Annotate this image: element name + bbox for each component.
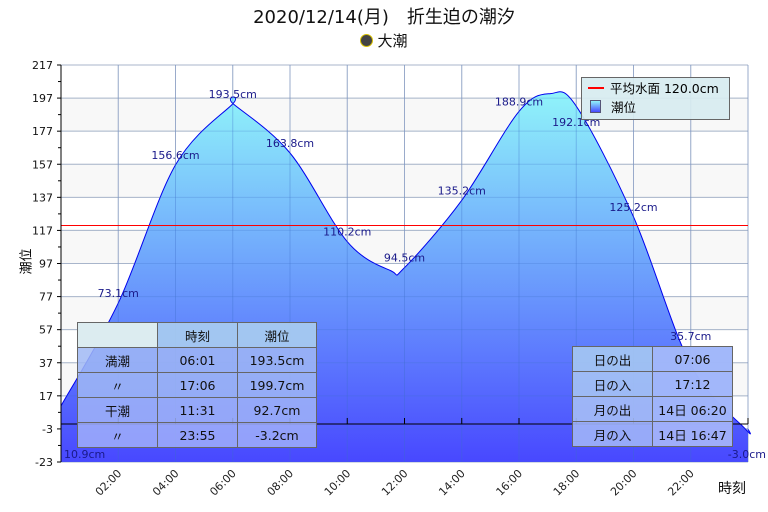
x-tick-label: 06:00 — [207, 467, 239, 499]
y-tick-label: 57 — [39, 324, 53, 337]
x-tick-label: 02:00 — [93, 467, 125, 499]
y-tick-label: 177 — [32, 125, 53, 138]
table-row: 〃 17:06 199.7cm — [77, 372, 317, 398]
moon-phase-icon — [360, 34, 374, 47]
y-tick-label: 137 — [32, 191, 53, 204]
table-row: 満潮 06:01 193.5cm — [77, 347, 317, 373]
y-tick-label: 197 — [32, 92, 53, 105]
y-tick-label: 37 — [39, 357, 53, 370]
x-tick-label: 18:00 — [551, 467, 583, 499]
x-tick-label: 20:00 — [608, 467, 640, 499]
data-label: 188.9cm — [495, 95, 543, 108]
gradient-swatch-icon — [590, 100, 601, 113]
table-header: 時刻 潮位 — [77, 322, 317, 348]
data-label: 10.9cm — [64, 448, 105, 461]
y-tick-label: 77 — [39, 291, 53, 304]
x-tick-label: 08:00 — [265, 467, 297, 499]
x-tick-label: 16:00 — [494, 467, 526, 499]
y-tick-label: 17 — [39, 390, 53, 403]
table-row: 月の出 14日 06:20 — [572, 396, 733, 422]
y-tick-label: 97 — [39, 258, 53, 271]
table-row: 日の出 07:06 — [572, 346, 733, 372]
tide-curve — [60, 91, 751, 435]
red-line-icon — [588, 87, 604, 89]
sun-moon-table: 日の出 07:06 日の入 17:12 月の出 14日 06:20 月の入 14日 16… — [572, 346, 733, 447]
chart-title: 2020/12/14(月) 折生迫の潮汐 — [253, 7, 515, 28]
y-axis-label: 潮位 — [19, 248, 35, 275]
data-label: 163.8cm — [266, 137, 314, 150]
data-label: -3.0cm — [728, 448, 766, 461]
legend-item-mean: 平均水面 120.0cm — [588, 80, 719, 98]
table-row: 月の入 14日 16:47 — [572, 421, 733, 447]
data-label: 110.2cm — [323, 226, 371, 239]
x-tick-label: 14:00 — [436, 467, 468, 499]
x-axis-label: 時刻 — [718, 481, 746, 497]
data-label: 193.5cm — [209, 88, 257, 101]
data-label: 73.1cm — [98, 287, 139, 300]
y-tick-label: 217 — [32, 59, 53, 72]
y-tick-label: -3 — [42, 423, 53, 436]
legend: 平均水面 120.0cm 潮位 — [581, 77, 730, 120]
x-tick-label: 10:00 — [322, 467, 354, 499]
data-label: 125.2cm — [609, 201, 657, 214]
chart-subtitle: 大潮 — [0, 30, 768, 51]
y-tick-label: 117 — [32, 224, 53, 237]
y-tick-label: 157 — [32, 158, 53, 171]
data-label: 156.6cm — [151, 149, 199, 162]
table-row: 干潮 11:31 92.7cm — [77, 397, 317, 423]
data-label: 35.7cm — [670, 330, 711, 343]
table-row: 日の入 17:12 — [572, 371, 733, 397]
x-tick-label: 12:00 — [379, 467, 411, 499]
tide-table: 時刻 潮位 満潮 06:01 193.5cm 〃 17:06 199.7cm 干潮 11:… — [77, 322, 317, 448]
data-label: 94.5cm — [384, 252, 425, 265]
data-label: 135.2cm — [438, 184, 486, 197]
table-row: 〃 23:55 -3.2cm — [77, 422, 317, 448]
x-tick-label: 22:00 — [665, 467, 697, 499]
legend-item-tide: 潮位 — [588, 99, 636, 117]
tide-type: 大潮 — [377, 32, 408, 50]
y-tick-label: -23 — [35, 456, 53, 469]
x-tick-label: 04:00 — [150, 467, 182, 499]
